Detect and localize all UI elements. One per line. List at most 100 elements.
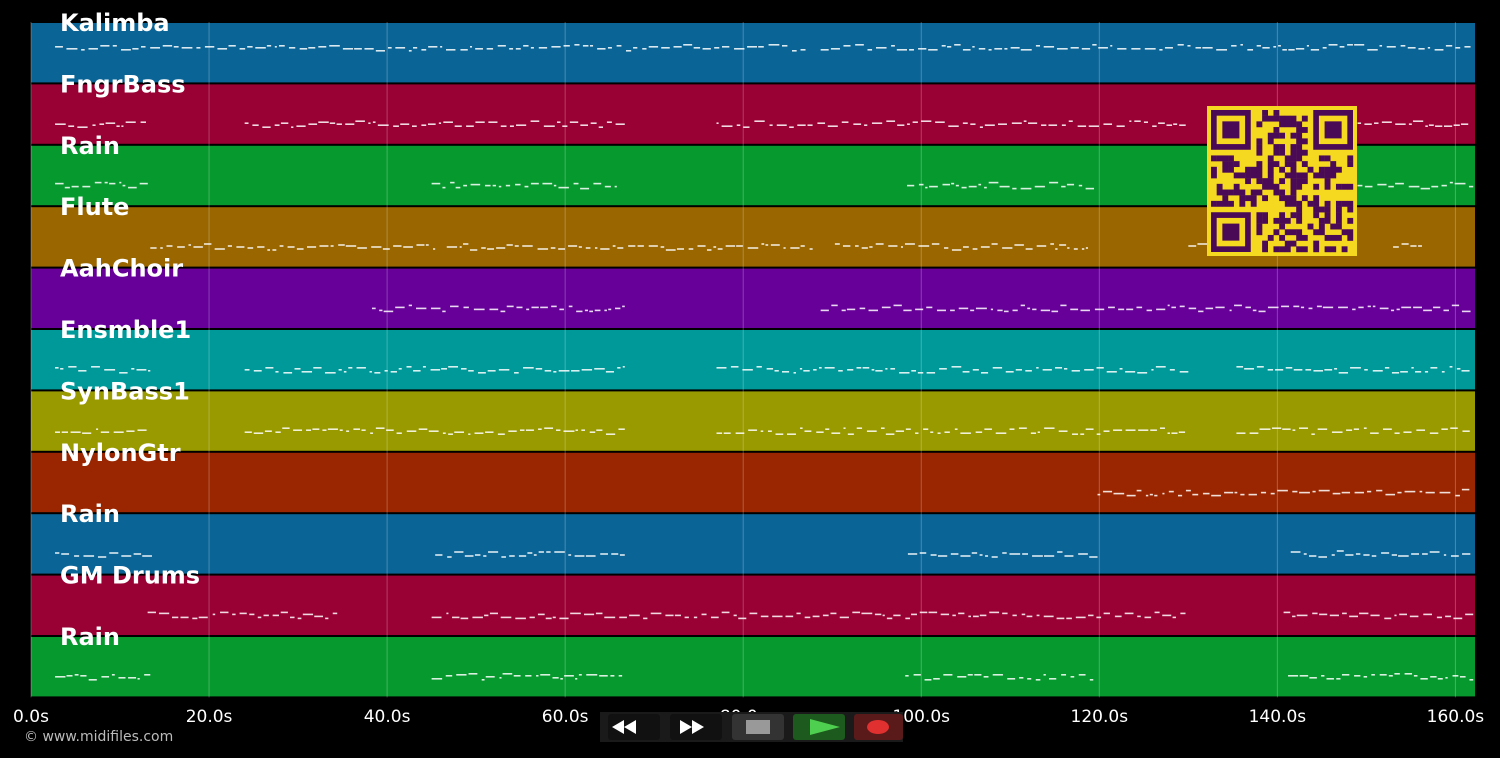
note	[1197, 243, 1208, 245]
note	[936, 309, 946, 312]
track-row	[31, 514, 1475, 574]
tick-label: 40.0s	[364, 707, 411, 727]
note	[774, 370, 779, 372]
note-segment	[371, 304, 625, 313]
note	[1395, 182, 1404, 185]
note	[861, 247, 868, 249]
note	[469, 46, 473, 48]
qr-module	[1250, 200, 1257, 207]
note	[1126, 308, 1134, 311]
note	[1054, 367, 1063, 369]
note	[142, 555, 152, 557]
note	[571, 370, 580, 372]
note	[422, 366, 426, 368]
qr-module	[1256, 144, 1263, 150]
qr-module	[1296, 229, 1303, 236]
note	[500, 125, 507, 127]
note	[734, 48, 745, 50]
note	[904, 243, 915, 245]
note	[1332, 492, 1341, 495]
qr-module	[1284, 115, 1291, 122]
note	[958, 612, 965, 615]
note	[126, 430, 135, 432]
stop-button[interactable]	[732, 714, 784, 740]
qr-module	[1324, 178, 1331, 185]
qr-module	[1324, 183, 1331, 190]
note	[177, 246, 185, 248]
note-segment	[55, 181, 148, 189]
note	[1398, 555, 1409, 557]
note	[1385, 493, 1396, 496]
note	[1154, 494, 1158, 497]
forward-button[interactable]	[670, 714, 722, 740]
note	[1308, 307, 1313, 310]
note	[716, 367, 727, 369]
note	[220, 611, 229, 614]
note	[807, 124, 813, 126]
note	[1455, 494, 1460, 497]
note	[1004, 48, 1008, 50]
note	[867, 49, 873, 51]
note	[267, 249, 271, 251]
note	[1338, 306, 1348, 309]
note	[950, 553, 959, 555]
track-row	[31, 23, 1475, 83]
qr-module	[1347, 161, 1354, 167]
note	[951, 249, 962, 251]
note	[55, 431, 61, 433]
note	[329, 122, 336, 124]
note	[265, 367, 274, 369]
note	[97, 556, 107, 558]
note	[919, 611, 928, 614]
note	[791, 50, 797, 52]
note	[1164, 47, 1173, 49]
note	[297, 617, 302, 620]
note	[1401, 306, 1412, 309]
note	[954, 44, 961, 46]
note	[470, 183, 481, 186]
note	[1085, 187, 1095, 190]
note	[909, 49, 914, 51]
qr-module	[1267, 115, 1274, 122]
note	[612, 245, 616, 247]
note	[68, 125, 75, 127]
note	[1391, 372, 1400, 374]
note	[748, 429, 757, 431]
note	[1070, 47, 1079, 49]
note	[1329, 614, 1339, 617]
note	[371, 307, 376, 310]
note	[1051, 310, 1059, 313]
rewind-button[interactable]	[608, 714, 660, 740]
note	[951, 366, 962, 368]
note	[1366, 490, 1372, 493]
note	[742, 369, 753, 371]
note	[529, 616, 535, 619]
note	[1088, 614, 1094, 617]
qr-module	[1296, 246, 1303, 253]
note	[506, 305, 514, 308]
note	[880, 427, 885, 429]
note	[496, 247, 506, 249]
qr-module	[1335, 217, 1342, 224]
note	[1354, 675, 1361, 677]
note	[1019, 677, 1024, 679]
note	[1066, 617, 1072, 620]
note	[121, 125, 124, 127]
note	[743, 126, 750, 128]
note	[526, 308, 530, 311]
play-button[interactable]	[793, 714, 845, 740]
note	[954, 428, 958, 430]
qr-module	[1335, 223, 1342, 230]
note	[1372, 370, 1383, 372]
record-button[interactable]	[854, 714, 903, 740]
note	[1096, 367, 1104, 369]
qr-module	[1256, 138, 1263, 145]
note	[930, 431, 934, 433]
note	[1137, 372, 1148, 374]
note	[1428, 124, 1434, 126]
note	[606, 121, 612, 123]
note	[800, 245, 805, 247]
note	[886, 617, 893, 620]
note	[193, 246, 203, 248]
note	[1072, 433, 1079, 435]
